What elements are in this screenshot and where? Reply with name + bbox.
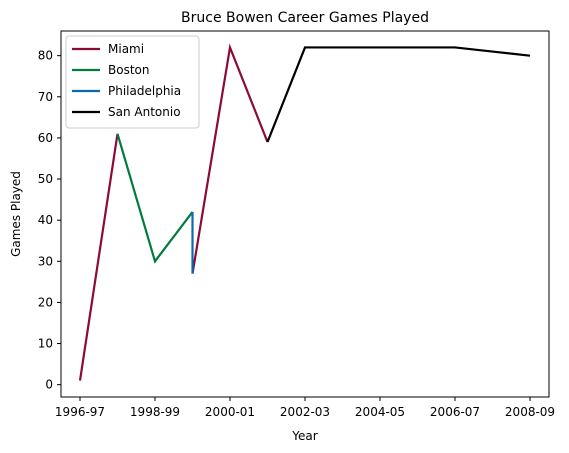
x-tick-label: 1996-97 <box>55 405 105 419</box>
x-axis-label: Year <box>291 429 317 443</box>
y-tick-label: 40 <box>38 213 53 227</box>
y-tick-label: 70 <box>38 90 53 104</box>
x-tick-label: 2004-05 <box>355 405 405 419</box>
series-line-san-antonio <box>266 46 531 143</box>
series-layer <box>78 43 531 381</box>
legend-label: Boston <box>108 63 149 77</box>
legend: Miami Boston Philadelphia San Antonio <box>65 35 200 129</box>
legend-label: Philadelphia <box>108 84 181 98</box>
legend-item: Miami <box>72 42 144 56</box>
x-tick-label: 2000-01 <box>205 405 255 419</box>
legend-frame <box>65 35 200 129</box>
y-tick-label: 20 <box>38 295 53 309</box>
series-line-miami <box>78 43 269 381</box>
legend-label: Miami <box>108 42 144 56</box>
y-axis-label: Games Played <box>9 171 23 257</box>
y-tick-label: 80 <box>38 49 53 63</box>
legend-item: Philadelphia <box>72 84 181 98</box>
series-line-boston <box>116 133 194 264</box>
y-tick-label: 0 <box>45 378 53 392</box>
x-axis: 1996-97 1998-99 2000-01 2002-03 2004-05 2006-… <box>55 397 555 419</box>
legend-item: San Antonio <box>72 105 181 119</box>
y-tick-label: 30 <box>38 254 53 268</box>
y-tick-label: 50 <box>38 172 53 186</box>
x-tick-label: 2006-07 <box>430 405 480 419</box>
x-tick-label: 2008-09 <box>505 405 555 419</box>
x-tick-label: 1998-99 <box>130 405 180 419</box>
legend-label: San Antonio <box>108 105 181 119</box>
y-tick-label: 60 <box>38 131 53 145</box>
y-axis: 0 10 20 30 40 50 60 70 80 <box>38 49 61 392</box>
y-tick-label: 10 <box>38 337 53 351</box>
legend-item: Boston <box>72 63 149 77</box>
x-tick-label: 2002-03 <box>280 405 330 419</box>
chart-title: Bruce Bowen Career Games Played <box>181 10 429 26</box>
